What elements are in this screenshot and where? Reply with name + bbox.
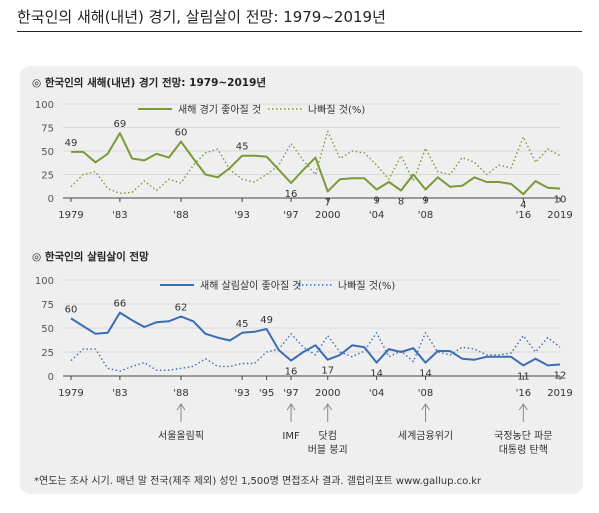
event-label: 대통령 탄핵 <box>499 444 548 456</box>
charts-svg: ◎ 한국인의 새해(내년) 경기 전망: 1979~2019년 0 25 50 75 10… <box>32 76 573 456</box>
chart-title: ◎ 한국인의 살림살이 전망 <box>32 250 149 263</box>
x-tick-label: '83 <box>112 210 127 221</box>
y-tick-label: 0 <box>48 194 54 205</box>
x-tick-label: '88 <box>173 210 188 221</box>
data-label: 9 <box>422 196 428 207</box>
data-label: 12 <box>554 370 567 381</box>
y-tick-label: 75 <box>41 300 54 311</box>
x-tick-label: '16 <box>516 388 531 399</box>
y-tick-label: 50 <box>41 324 54 335</box>
x-tick-label: '97 <box>283 388 298 399</box>
event-arrow-head <box>286 403 296 411</box>
x-tick-label: 2000 <box>315 210 340 221</box>
data-label: 62 <box>175 302 188 313</box>
series-line-good <box>70 311 561 367</box>
y-tick-label: 50 <box>41 147 54 158</box>
event-label: IMF <box>282 431 300 442</box>
y-tick-label: 75 <box>41 124 54 135</box>
title-divider <box>17 31 582 32</box>
data-label: 45 <box>236 319 249 330</box>
x-tick-label: '04 <box>369 388 384 399</box>
data-label: 8 <box>398 196 404 207</box>
x-tick-label: '88 <box>173 388 188 399</box>
x-tick-label: '08 <box>418 210 433 221</box>
data-label: 17 <box>321 366 334 377</box>
data-label: 4 <box>520 200 526 211</box>
chart-1: ◎ 한국인의 새해(내년) 경기 전망: 1979~2019년 0 25 50 75 10… <box>32 76 573 221</box>
event-arrow-head <box>323 403 333 411</box>
data-label: 16 <box>285 367 298 378</box>
chart-panel: ◎ 한국인의 새해(내년) 경기 전망: 1979~2019년 0 25 50 75 10… <box>20 66 583 494</box>
event-label: 닷컴 <box>319 430 337 442</box>
data-label: 49 <box>260 315 273 326</box>
x-tick-label: '97 <box>283 210 298 221</box>
x-tick-label: '04 <box>369 210 384 221</box>
data-label: 10 <box>554 195 567 206</box>
y-tick-label: 25 <box>41 171 54 182</box>
event-arrow-head <box>176 403 186 411</box>
data-label: 60 <box>175 128 188 139</box>
footnote: *연도는 조사 시기. 매년 말 전국(제주 제외) 성인 1,500명 면접조… <box>34 476 482 487</box>
data-label: 49 <box>65 138 78 149</box>
x-tick-label: 2019 <box>547 210 572 221</box>
chart-2: ◎ 한국인의 살림살이 전망 0 25 50 75 100 1979 '83 '88 '93 '95… <box>32 250 573 456</box>
data-label: 66 <box>114 299 127 310</box>
x-tick-label: 2019 <box>547 388 572 399</box>
x-tick-label: '95 <box>259 388 274 399</box>
chart-title: ◎ 한국인의 새해(내년) 경기 전망: 1979~2019년 <box>32 76 266 89</box>
event-label: 국정농단 파문 <box>494 430 552 442</box>
x-tick-label: '08 <box>418 388 433 399</box>
data-label: 14 <box>419 369 432 380</box>
series-line-bad <box>70 332 561 372</box>
data-label: 45 <box>236 142 249 153</box>
y-tick-label: 100 <box>35 276 54 287</box>
series-line-good <box>71 132 561 196</box>
data-label: 60 <box>65 304 78 315</box>
x-tick-label: 1979 <box>58 388 83 399</box>
event-label: 버블 붕괴 <box>308 444 348 456</box>
event-label: 세계금융위기 <box>398 429 453 442</box>
x-tick-label: '83 <box>112 388 127 399</box>
data-label: 7 <box>325 197 331 208</box>
event-arrow-head <box>518 403 528 411</box>
legend-label: 나빠질 것(%) <box>338 280 395 292</box>
data-label: 69 <box>114 119 127 130</box>
legend-label: 새해 경기 좋아질 것 <box>178 103 261 116</box>
x-tick-label: '93 <box>234 210 249 221</box>
data-label: 9 <box>373 196 379 207</box>
y-tick-label: 25 <box>41 348 54 359</box>
event-label: 서울올림픽 <box>158 430 204 442</box>
y-tick-label: 100 <box>35 100 54 111</box>
x-tick-label: 1979 <box>58 210 83 221</box>
series-line-bad <box>70 130 561 195</box>
event-arrow-head <box>421 403 430 411</box>
page-title: 한국인의 새해(내년) 경기, 살림살이 전망: 1979~2019년 <box>17 8 386 26</box>
data-label: 11 <box>517 371 530 382</box>
legend-label: 새해 살림살이 좋아질 것 <box>200 279 302 292</box>
data-label: 14 <box>370 369 383 380</box>
x-tick-label: '16 <box>516 210 531 221</box>
x-tick-label: 2000 <box>315 388 340 399</box>
y-tick-label: 0 <box>48 372 54 383</box>
legend-label: 나빠질 것(%) <box>308 104 365 116</box>
data-label: 16 <box>285 189 298 200</box>
x-tick-label: '93 <box>234 388 249 399</box>
